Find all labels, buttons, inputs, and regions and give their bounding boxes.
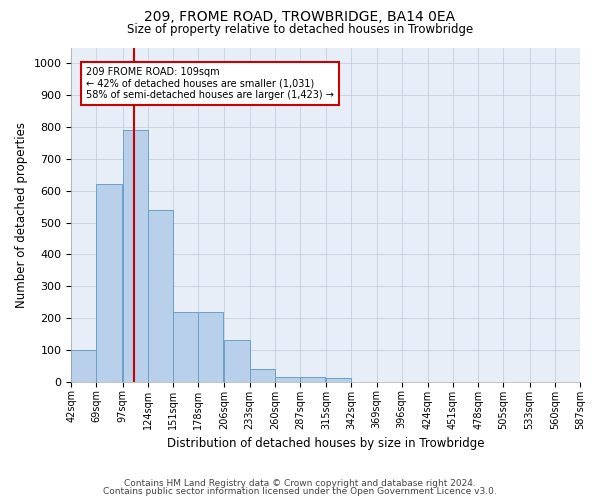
- X-axis label: Distribution of detached houses by size in Trowbridge: Distribution of detached houses by size …: [167, 437, 484, 450]
- Text: Size of property relative to detached houses in Trowbridge: Size of property relative to detached ho…: [127, 22, 473, 36]
- Text: 209 FROME ROAD: 109sqm
← 42% of detached houses are smaller (1,031)
58% of semi-: 209 FROME ROAD: 109sqm ← 42% of detached…: [86, 66, 334, 100]
- Bar: [326, 378, 352, 382]
- Y-axis label: Number of detached properties: Number of detached properties: [15, 122, 28, 308]
- Text: 209, FROME ROAD, TROWBRIDGE, BA14 0EA: 209, FROME ROAD, TROWBRIDGE, BA14 0EA: [145, 10, 455, 24]
- Bar: [250, 369, 275, 382]
- Bar: [198, 312, 223, 382]
- Bar: [224, 340, 250, 382]
- Bar: [148, 210, 173, 382]
- Bar: [275, 377, 300, 382]
- Bar: [122, 130, 148, 382]
- Bar: [173, 312, 198, 382]
- Text: Contains public sector information licensed under the Open Government Licence v3: Contains public sector information licen…: [103, 487, 497, 496]
- Bar: [71, 350, 97, 382]
- Bar: [97, 184, 122, 382]
- Text: Contains HM Land Registry data © Crown copyright and database right 2024.: Contains HM Land Registry data © Crown c…: [124, 478, 476, 488]
- Bar: [300, 377, 325, 382]
